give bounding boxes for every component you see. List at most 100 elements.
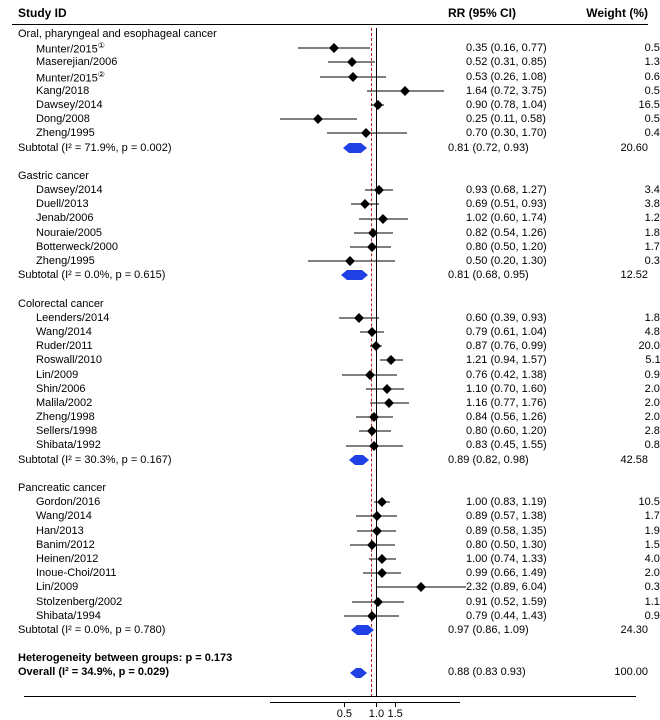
row-plot xyxy=(276,495,466,509)
point-estimate xyxy=(400,86,410,96)
row-rr: 1.00 (0.83, 1.19) xyxy=(466,495,596,509)
row-rr: 0.81 (0.68, 0.95) xyxy=(448,268,578,282)
subtotal-row: Subtotal (I² = 0.0%, p = 0.615) 0.81 (0.6… xyxy=(18,268,648,282)
row-label: Colorectal cancer xyxy=(18,297,258,311)
row-weight: 1.92 xyxy=(596,524,660,538)
point-estimate xyxy=(373,100,383,110)
row-label: Lin/2009 xyxy=(18,580,276,594)
row-plot xyxy=(258,282,448,296)
row-label: Han/2013 xyxy=(18,524,276,538)
row-plot xyxy=(276,70,466,84)
row-rr: 0.80 (0.50, 1.30) xyxy=(466,538,596,552)
row-plot xyxy=(276,353,466,367)
row-weight: 2.86 xyxy=(596,424,660,438)
row-plot xyxy=(276,126,466,140)
row-weight: 0.50 xyxy=(596,84,660,98)
study-row: Han/20130.89 (0.58, 1.35)1.92 xyxy=(18,524,648,538)
row-plot xyxy=(258,481,448,495)
heterogeneity-row: Heterogeneity between groups: p = 0.173 xyxy=(18,651,648,665)
row-label xyxy=(18,637,258,651)
header-study: Study ID xyxy=(18,6,258,20)
row-label: Dawsey/2014 xyxy=(18,98,276,112)
row-weight: 3.81 xyxy=(596,197,660,211)
row-rr: 0.97 (0.86, 1.09) xyxy=(448,623,578,637)
spacer-row xyxy=(18,637,648,651)
row-rr: 1.10 (0.70, 1.60) xyxy=(466,382,596,396)
row-rr: 0.79 (0.44, 1.43) xyxy=(466,609,596,623)
axis-tick-label: 0.5 xyxy=(337,708,352,720)
study-row: Shibata/19920.83 (0.45, 1.55)0.89 xyxy=(18,438,648,452)
row-label: Zheng/1995 xyxy=(18,126,276,140)
row-plot xyxy=(276,41,466,55)
row-plot xyxy=(276,311,466,325)
row-plot xyxy=(276,112,466,126)
point-estimate xyxy=(377,554,387,564)
study-row: Malila/20021.16 (0.77, 1.76)2.01 xyxy=(18,396,648,410)
row-weight: 0.89 xyxy=(596,438,660,452)
point-estimate xyxy=(367,540,377,550)
row-rr: 0.25 (0.11, 0.58) xyxy=(466,112,596,126)
row-weight: 2.09 xyxy=(596,410,660,424)
row-rr: 0.90 (0.78, 1.04) xyxy=(466,98,596,112)
row-weight: 0.46 xyxy=(596,126,660,140)
study-row: Duell/20130.69 (0.51, 0.93)3.81 xyxy=(18,197,648,211)
point-estimate xyxy=(369,412,379,422)
row-plot xyxy=(258,623,448,637)
study-row: Inoue-Choi/20110.99 (0.66, 1.49)2.07 xyxy=(18,566,648,580)
summary-diamond xyxy=(357,625,368,635)
row-label: Heterogeneity between groups: p = 0.173 xyxy=(18,651,258,665)
row-label xyxy=(18,467,258,481)
study-row: Zheng/19980.84 (0.56, 1.26)2.09 xyxy=(18,410,648,424)
row-plot xyxy=(258,637,448,651)
row-rr: 0.82 (0.54, 1.26) xyxy=(466,226,596,240)
study-row: Dawsey/20140.93 (0.68, 1.27)3.44 xyxy=(18,183,648,197)
point-estimate xyxy=(313,114,323,124)
row-weight: 1.79 xyxy=(596,240,660,254)
row-plot xyxy=(276,325,466,339)
row-label: Nouraie/2005 xyxy=(18,226,276,240)
row-weight: 0.50 xyxy=(596,112,660,126)
row-rr: 0.79 (0.61, 1.04) xyxy=(466,325,596,339)
point-estimate xyxy=(377,568,387,578)
row-rr: 1.00 (0.74, 1.33) xyxy=(466,552,596,566)
row-rr: 0.80 (0.60, 1.20) xyxy=(466,424,596,438)
row-plot xyxy=(276,439,466,453)
row-label: Duell/2013 xyxy=(18,197,276,211)
row-rr: 0.35 (0.16, 0.77) xyxy=(466,41,596,55)
forest-plot-page: Study ID RR (95% CI) Weight (%) Oral, ph… xyxy=(0,0,660,711)
row-weight: 1.76 xyxy=(596,509,660,523)
row-plot xyxy=(276,212,466,226)
row-label xyxy=(18,155,258,169)
row-label: Shibata/1994 xyxy=(18,609,276,623)
study-row: Munter/2015①0.35 (0.16, 0.77)0.56 xyxy=(18,41,648,55)
row-weight: 42.58 xyxy=(578,453,648,467)
row-plot xyxy=(276,254,466,268)
row-rr: 0.89 (0.58, 1.35) xyxy=(466,524,596,538)
study-row: Banim/20120.80 (0.50, 1.30)1.50 xyxy=(18,538,648,552)
row-rr: 0.76 (0.42, 1.38) xyxy=(466,368,596,382)
row-label: Shin/2006 xyxy=(18,382,276,396)
row-weight: 1.10 xyxy=(596,595,660,609)
row-plot xyxy=(276,595,466,609)
row-rr: 1.02 (0.60, 1.74) xyxy=(466,211,596,225)
row-plot xyxy=(276,368,466,382)
row-plot xyxy=(276,197,466,211)
study-row: Leenders/20140.60 (0.39, 0.93)1.82 xyxy=(18,311,648,325)
study-row: Ruder/20110.87 (0.76, 0.99)20.00 xyxy=(18,339,648,353)
row-label: Subtotal (I² = 0.0%, p = 0.615) xyxy=(18,268,258,282)
row-weight: 0.56 xyxy=(596,41,660,55)
axis-tick-label: 1.0 xyxy=(369,708,384,720)
row-weight: 1.50 xyxy=(596,538,660,552)
point-estimate xyxy=(377,497,387,507)
study-row: Dawsey/20140.90 (0.78, 1.04)16.56 xyxy=(18,98,648,112)
study-row: Wang/20140.79 (0.61, 1.04)4.83 xyxy=(18,325,648,339)
row-rr: 0.91 (0.52, 1.59) xyxy=(466,595,596,609)
point-estimate xyxy=(369,441,379,451)
point-estimate xyxy=(372,512,382,522)
spacer-row xyxy=(18,155,648,169)
row-label xyxy=(18,282,258,296)
spacer-row xyxy=(18,467,648,481)
row-rr: 0.99 (0.66, 1.49) xyxy=(466,566,596,580)
point-estimate xyxy=(373,597,383,607)
study-row: Wang/20140.89 (0.57, 1.38)1.76 xyxy=(18,509,648,523)
